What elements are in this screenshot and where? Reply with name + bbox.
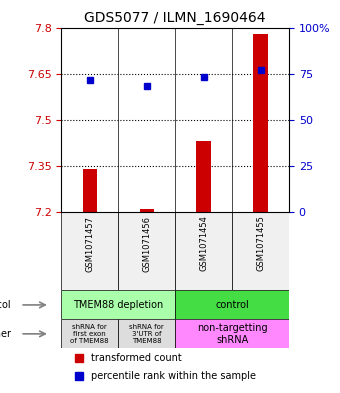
FancyBboxPatch shape xyxy=(61,290,175,320)
Bar xyxy=(253,34,268,211)
Bar xyxy=(83,169,97,211)
Text: GSM1071457: GSM1071457 xyxy=(85,215,94,272)
FancyBboxPatch shape xyxy=(61,320,118,348)
FancyBboxPatch shape xyxy=(175,290,289,320)
Text: TMEM88 depletion: TMEM88 depletion xyxy=(73,300,163,310)
Text: percentile rank within the sample: percentile rank within the sample xyxy=(91,371,256,381)
Bar xyxy=(139,209,154,211)
Text: shRNA for
3'UTR of
TMEM88: shRNA for 3'UTR of TMEM88 xyxy=(129,324,164,344)
FancyBboxPatch shape xyxy=(175,320,289,348)
Text: GSM1071455: GSM1071455 xyxy=(256,215,265,272)
Text: control: control xyxy=(215,300,249,310)
Text: GSM1071456: GSM1071456 xyxy=(142,215,151,272)
Text: transformed count: transformed count xyxy=(91,353,182,362)
FancyBboxPatch shape xyxy=(118,211,175,290)
FancyBboxPatch shape xyxy=(232,211,289,290)
Bar xyxy=(197,141,211,211)
Text: GSM1071454: GSM1071454 xyxy=(199,215,208,272)
FancyBboxPatch shape xyxy=(61,211,118,290)
Text: other: other xyxy=(0,329,11,339)
Text: non-targetting
shRNA: non-targetting shRNA xyxy=(197,323,267,345)
FancyBboxPatch shape xyxy=(118,320,175,348)
Text: shRNA for
first exon
of TMEM88: shRNA for first exon of TMEM88 xyxy=(70,324,109,344)
Title: GDS5077 / ILMN_1690464: GDS5077 / ILMN_1690464 xyxy=(84,11,266,25)
FancyBboxPatch shape xyxy=(175,211,232,290)
Text: protocol: protocol xyxy=(0,300,11,310)
